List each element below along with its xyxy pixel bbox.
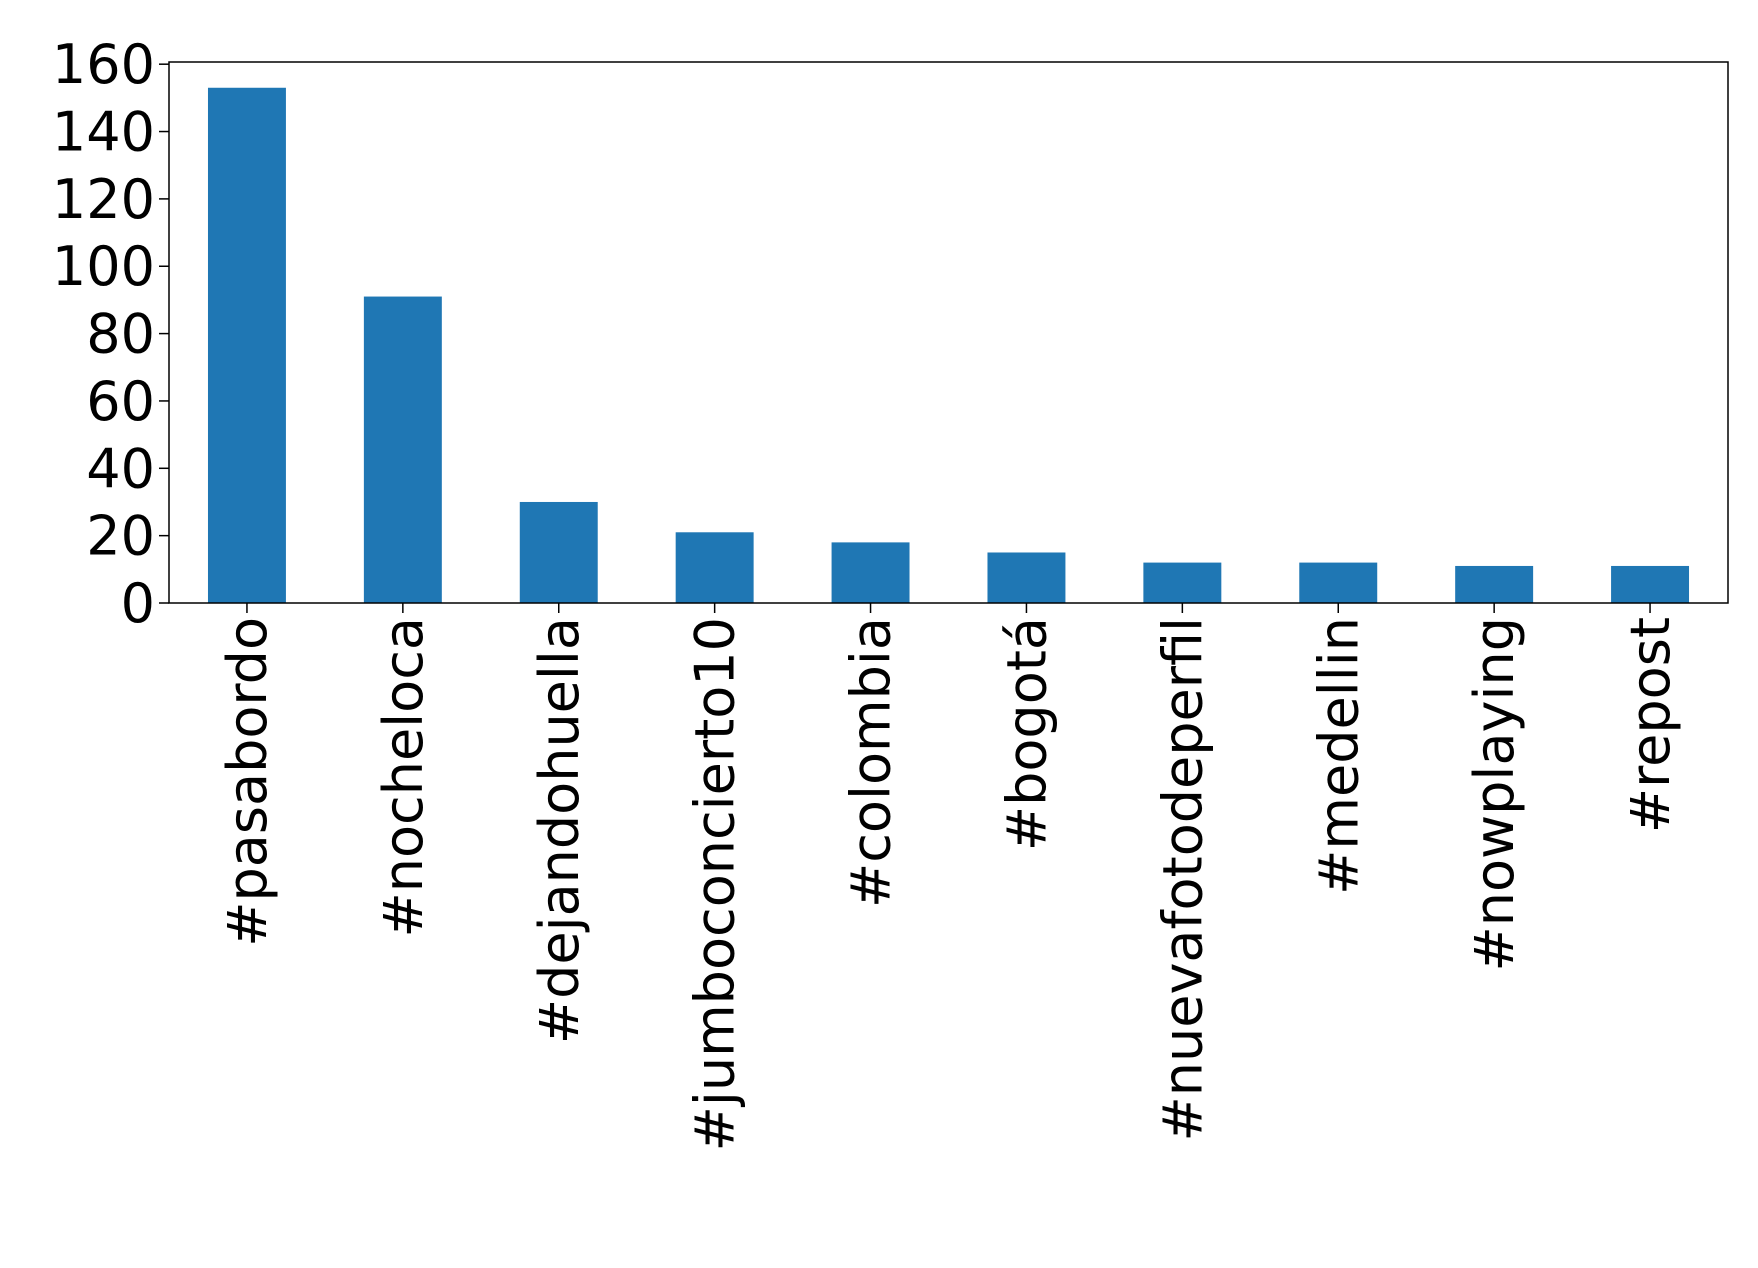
x-tick-label: #bogotá: [995, 617, 1058, 851]
bar: [987, 552, 1066, 603]
plot-frame: [168, 61, 1729, 604]
x-tick-label: #jumboconcierto10: [684, 617, 747, 1151]
y-tick-label: 120: [52, 168, 155, 231]
y-tick-label: 80: [86, 303, 155, 366]
y-tick-label: 100: [52, 235, 155, 298]
bar: [1455, 565, 1534, 603]
y-tick-label: 160: [52, 33, 155, 96]
x-tick-label: #medellin: [1307, 617, 1370, 895]
bar: [207, 87, 286, 603]
bar: [1299, 562, 1378, 603]
y-tick-label: 40: [86, 437, 155, 500]
x-tick-label: #repost: [1619, 617, 1682, 833]
y-tick-label: 60: [86, 370, 155, 433]
y-tick-label: 0: [121, 572, 155, 635]
bar: [1143, 562, 1222, 603]
x-tick-label: #nocheloca: [372, 617, 435, 937]
bar: [831, 542, 910, 603]
x-tick-label: #colombia: [840, 617, 903, 908]
bar: [675, 532, 754, 603]
bar: [363, 296, 442, 603]
y-tick-label: 140: [52, 101, 155, 164]
x-tick-label: #pasabordo: [216, 617, 279, 947]
x-tick-label: #dejandohuella: [528, 617, 591, 1044]
x-tick-label: #nowplaying: [1463, 617, 1526, 972]
y-tick-label: 20: [86, 505, 155, 568]
bar: [519, 501, 598, 603]
bar: [1611, 565, 1690, 603]
x-tick-label: #nuevafotodeperfil: [1151, 617, 1214, 1141]
